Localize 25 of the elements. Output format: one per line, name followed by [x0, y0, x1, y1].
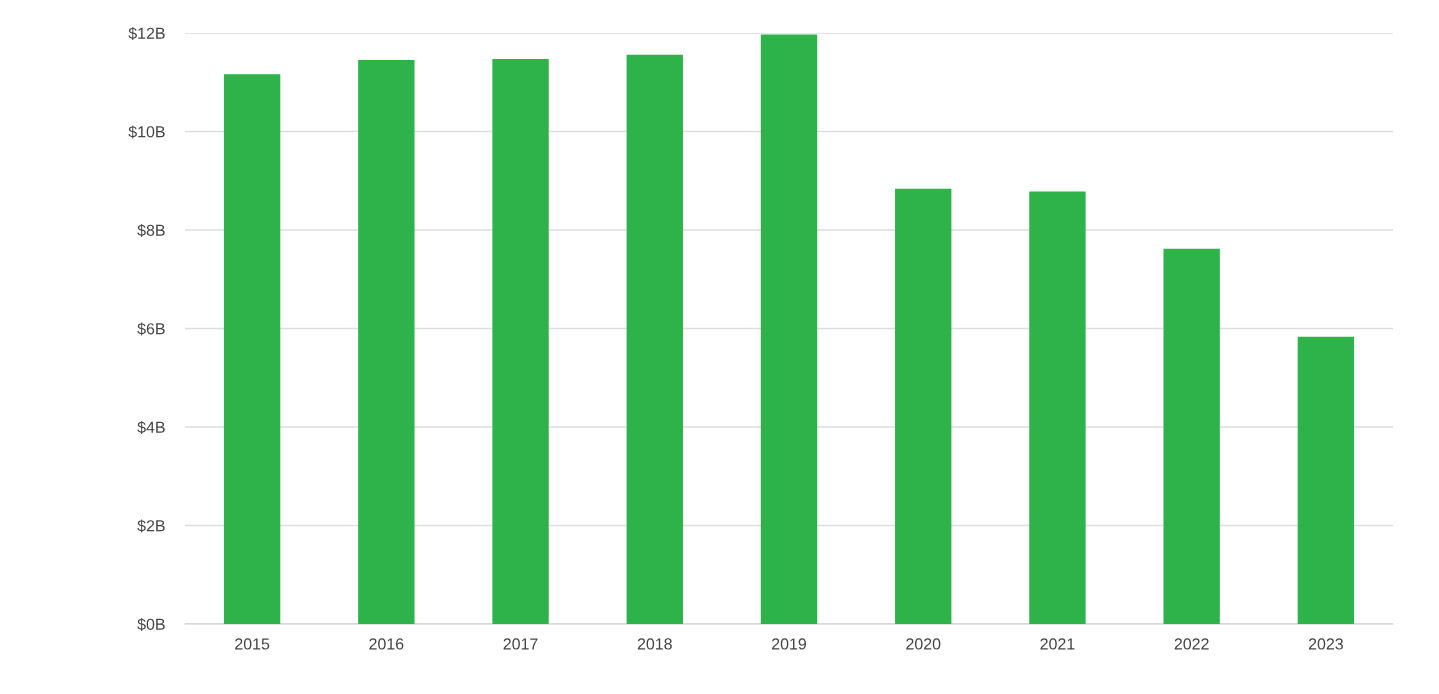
x-tick-label: 2020: [906, 638, 941, 650]
y-tick-label: $2B: [137, 519, 165, 533]
bar: [223, 74, 281, 624]
x-tick-label: 2023: [1308, 638, 1343, 650]
bar: [626, 54, 683, 624]
x-tick-label: 2018: [637, 638, 672, 650]
bar: [895, 188, 952, 624]
y-tick-label: $12B: [128, 26, 165, 40]
bar: [492, 59, 549, 624]
x-tick-label: 2015: [235, 638, 270, 650]
x-tick-label: 2016: [369, 638, 404, 650]
bar: [1297, 336, 1355, 624]
x-tick-label: 2021: [1040, 638, 1075, 650]
bar: [358, 60, 415, 624]
y-tick-label: $6B: [137, 322, 165, 336]
bar: [760, 34, 818, 624]
bar: [1163, 248, 1220, 624]
x-tick-label: 2019: [772, 638, 807, 650]
bar: [1029, 191, 1086, 624]
y-tick-label: $10B: [128, 125, 165, 139]
x-tick-label: 2017: [503, 638, 538, 650]
y-tick-label: $8B: [137, 223, 165, 237]
x-tick-label: 2022: [1174, 638, 1209, 650]
y-tick-label: $4B: [137, 420, 165, 434]
y-tick-label: $0B: [137, 617, 165, 631]
